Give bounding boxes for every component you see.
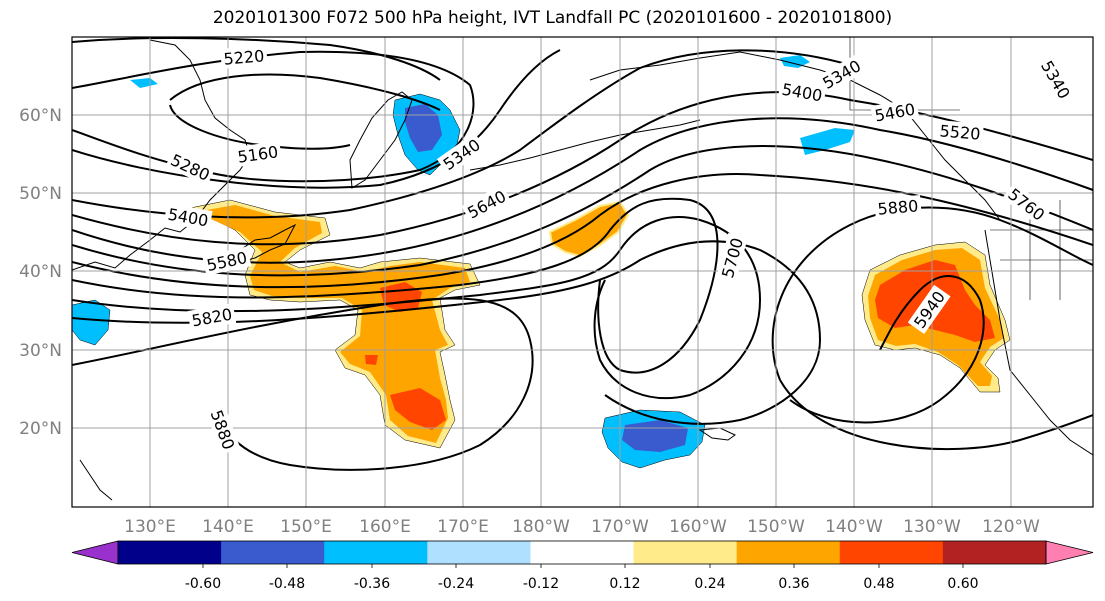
colorbar-tick-label: -0.60	[185, 576, 221, 592]
map-panel: 5220516052805400534054005340546055205340…	[71, 36, 1094, 508]
colorbar-segment	[530, 541, 635, 564]
contour-line-5880-east	[72, 297, 534, 471]
contour-label: 5520	[939, 121, 981, 143]
contour-line-5220	[72, 37, 441, 81]
coastline-aleutians	[469, 119, 701, 171]
longitude-label: 140°W	[825, 517, 883, 537]
latitude-label: 20°N	[19, 419, 62, 439]
contour-line-5340-west	[72, 49, 561, 189]
longitude-label: 160°E	[359, 517, 411, 537]
longitude-label: 170°W	[591, 517, 649, 537]
strong-anomaly-region-japan-3	[365, 355, 378, 365]
colorbar-segment	[221, 541, 325, 564]
colorbar-segment	[427, 541, 531, 564]
colorbar: -0.60 -0.48 -0.36 -0.24 -0.12 0.12 0.24 0.36 0.4…	[71, 540, 1094, 592]
longitude-label: 170°E	[437, 517, 489, 537]
colorbar-tick-label: -0.12	[523, 576, 559, 592]
colorbar-tick-label: 0.36	[778, 576, 809, 592]
latitude-label: 30°N	[19, 341, 62, 361]
longitude-label: 160°W	[669, 517, 727, 537]
colorbar-segment	[324, 541, 428, 564]
coastline-kamchatka	[349, 91, 413, 189]
contour-label: 5880	[877, 196, 919, 218]
contour-line-5760	[72, 216, 762, 400]
contour-line-5520	[72, 117, 1093, 264]
contour-line-5700	[72, 197, 719, 374]
latitude-labels: 60°N 50°N 40°N 30°N 20°N	[19, 106, 62, 439]
contour-line-5940	[789, 275, 985, 424]
map-frame	[71, 36, 1094, 508]
strong-negative-region-kamchatka	[405, 104, 442, 152]
latitude-label: 60°N	[19, 106, 62, 126]
map-title: 2020101300 F072 500 hPa height, IVT Land…	[212, 8, 893, 28]
longitude-label: 130°W	[903, 517, 961, 537]
colorbar-tick-label: 0.48	[863, 576, 894, 592]
longitude-label: 130°E	[124, 517, 176, 537]
longitude-label: 180°W	[512, 517, 570, 537]
coastline-north-america	[984, 229, 1093, 456]
negative-anomaly-patch-bering	[780, 55, 810, 68]
contour-label: 5220	[223, 46, 265, 68]
contour-line-5820	[72, 240, 822, 425]
strong-anomaly-region-japan-2	[390, 388, 446, 430]
positive-anomaly-core-japan	[195, 205, 470, 443]
colorbar-segment	[942, 541, 1047, 564]
contour-line-5580	[72, 145, 1093, 277]
colorbar-tick-label: 0.24	[694, 576, 725, 592]
longitude-label: 150°W	[747, 517, 805, 537]
longitude-label: 150°E	[280, 517, 332, 537]
negative-anomaly-patch-north	[130, 78, 158, 88]
coastline-philippines	[79, 459, 113, 501]
contour-line-5880-south	[779, 379, 1093, 451]
latitude-label: 40°N	[19, 262, 62, 282]
longitude-label: 140°E	[202, 517, 254, 537]
contour-line-5640	[72, 173, 1093, 289]
negative-anomaly-patch-west	[72, 299, 111, 346]
colorbar-tick-label: -0.36	[354, 576, 390, 592]
graticule	[72, 37, 1093, 507]
colorbar-tick-label: 0.60	[947, 576, 978, 592]
colorbar-segment	[118, 541, 222, 564]
colorbar-tick-label: 0.12	[609, 576, 640, 592]
colorbar-tick-label: -0.48	[269, 576, 305, 592]
colorbar-extend-max	[1045, 540, 1094, 565]
colorbar-extend-min	[71, 540, 119, 565]
us-state-borders	[990, 200, 1093, 300]
latitude-label: 50°N	[19, 184, 62, 204]
colorbar-segment	[839, 541, 944, 564]
positive-anomaly-region-central-pacific	[548, 200, 630, 258]
longitude-labels: 130°E 140°E 150°E 160°E 170°E 180°W 170°W 160°W…	[124, 517, 1040, 537]
contour-line-5400-west	[72, 49, 851, 219]
colorbar-segment	[633, 541, 738, 564]
colorbar-tick-label: -0.24	[438, 576, 474, 592]
contour-line-5160	[169, 73, 441, 111]
longitude-label: 120°W	[982, 517, 1040, 537]
colorbar-segment	[736, 541, 841, 564]
